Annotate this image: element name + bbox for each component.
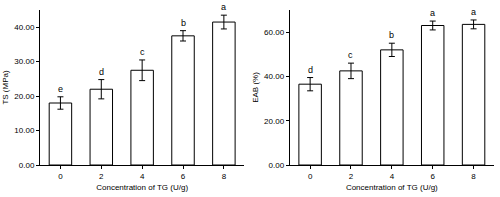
- svg-text:TS (MPa): TS (MPa): [1, 70, 10, 105]
- svg-text:0.00: 0.00: [19, 161, 35, 170]
- svg-text:b: b: [389, 30, 394, 40]
- svg-text:30.00: 30.00: [14, 57, 35, 66]
- svg-text:8: 8: [222, 172, 227, 181]
- svg-text:40.00: 40.00: [264, 72, 285, 81]
- svg-text:e: e: [58, 84, 63, 94]
- svg-text:d: d: [308, 65, 313, 75]
- svg-text:Concentration of TG (U/g): Concentration of TG (U/g): [96, 183, 188, 192]
- svg-text:4: 4: [390, 172, 395, 181]
- svg-text:Concentration of TG (U/g): Concentration of TG (U/g): [346, 183, 438, 192]
- svg-text:a: a: [471, 7, 476, 17]
- svg-text:2: 2: [349, 172, 354, 181]
- svg-text:d: d: [99, 67, 104, 77]
- svg-text:60.00: 60.00: [264, 28, 285, 37]
- svg-text:40.00: 40.00: [14, 23, 35, 32]
- svg-text:4: 4: [140, 172, 145, 181]
- svg-text:a: a: [221, 2, 226, 12]
- svg-text:EAB (%): EAB (%): [251, 72, 260, 103]
- svg-text:8: 8: [471, 172, 476, 181]
- svg-text:10.00: 10.00: [14, 126, 35, 135]
- svg-text:b: b: [181, 18, 186, 28]
- svg-text:20.00: 20.00: [14, 92, 35, 101]
- svg-text:6: 6: [430, 172, 435, 181]
- svg-text:6: 6: [181, 172, 186, 181]
- svg-text:0: 0: [308, 172, 313, 181]
- svg-text:0.00: 0.00: [269, 161, 285, 170]
- svg-text:20.00: 20.00: [264, 117, 285, 126]
- svg-text:2: 2: [99, 172, 104, 181]
- svg-text:c: c: [140, 47, 145, 57]
- svg-text:c: c: [348, 50, 353, 60]
- svg-text:a: a: [430, 8, 435, 18]
- svg-text:0: 0: [58, 172, 63, 181]
